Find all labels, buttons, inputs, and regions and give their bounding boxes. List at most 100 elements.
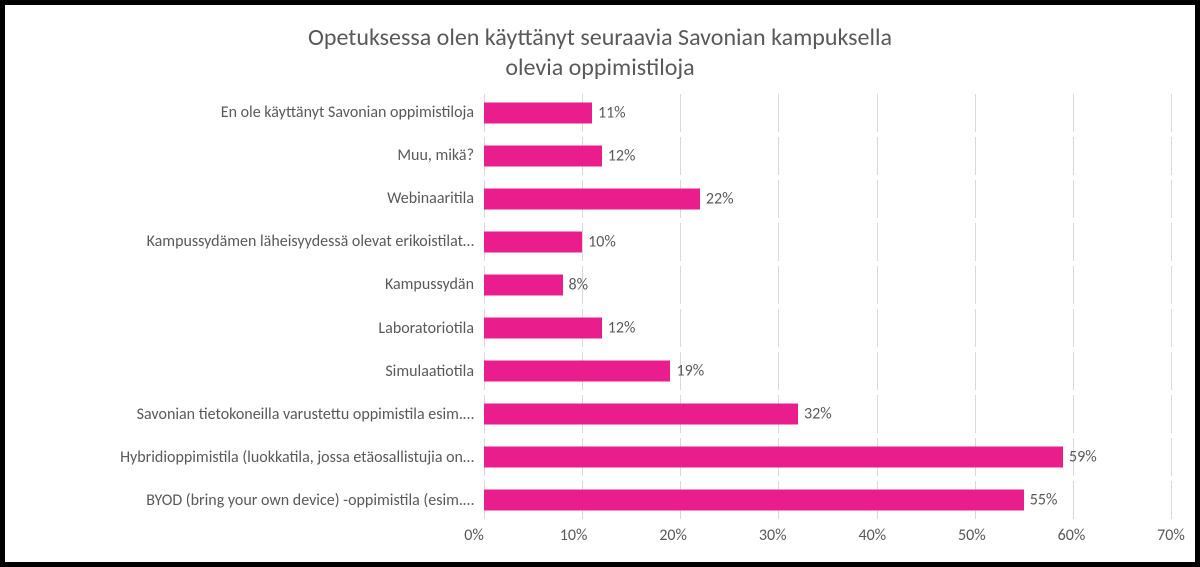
grid-line	[680, 94, 681, 132]
bar-plot: 32%	[484, 395, 1171, 433]
value-label: 12%	[602, 146, 636, 165]
grid-line	[778, 223, 779, 261]
grid-line	[1073, 180, 1074, 218]
grid-line	[680, 309, 681, 347]
chart-title: Opetuksessa olen käyttänyt seuraavia Sav…	[29, 23, 1171, 83]
grid-line	[778, 180, 779, 218]
bar	[484, 274, 563, 295]
bar	[484, 447, 1063, 468]
bar	[484, 490, 1024, 511]
grid-line	[1073, 266, 1074, 304]
category-label: Savonian tietokoneilla varustettu oppimi…	[29, 405, 484, 424]
chart-row: En ole käyttänyt Savonian oppimistiloja1…	[29, 94, 1171, 132]
x-axis-plot: 0%10%20%30%40%50%60%70%	[474, 524, 1171, 550]
x-tick-label: 40%	[858, 526, 886, 545]
chart-row: Simulaatiotila 19%	[29, 352, 1171, 390]
x-tick-label: 60%	[1058, 526, 1086, 545]
grid-line	[1073, 309, 1074, 347]
grid-line	[680, 223, 681, 261]
grid-line	[975, 352, 976, 390]
grid-line	[1073, 94, 1074, 132]
chart-rows: En ole käyttänyt Savonian oppimistiloja1…	[29, 91, 1171, 522]
grid-line	[1171, 137, 1172, 175]
value-label: 10%	[582, 232, 616, 251]
grid-line	[975, 223, 976, 261]
category-label: BYOD (bring your own device) -oppimistil…	[29, 491, 484, 510]
grid-line	[877, 223, 878, 261]
bar-plot: 8%	[484, 266, 1171, 304]
value-label: 19%	[670, 362, 704, 381]
grid-line	[1073, 137, 1074, 175]
value-label: 59%	[1063, 448, 1097, 467]
grid-line	[680, 266, 681, 304]
chart-row: Hybridioppimistila (luokkatila, jossa et…	[29, 438, 1171, 476]
bar	[484, 318, 602, 339]
bar	[484, 361, 670, 382]
bar-plot: 59%	[484, 438, 1171, 476]
value-label: 8%	[563, 275, 589, 294]
grid-line	[1171, 438, 1172, 476]
value-label: 55%	[1024, 491, 1058, 510]
chart-body: En ole käyttänyt Savonian oppimistiloja1…	[29, 91, 1171, 550]
x-axis: 0%10%20%30%40%50%60%70%	[29, 524, 1171, 550]
grid-line	[778, 137, 779, 175]
grid-line	[1171, 266, 1172, 304]
grid-line	[975, 309, 976, 347]
bar	[484, 188, 700, 209]
grid-line	[778, 352, 779, 390]
value-label: 12%	[602, 319, 636, 338]
grid-line	[1073, 223, 1074, 261]
x-tick-label: 50%	[958, 526, 986, 545]
grid-line	[975, 137, 976, 175]
bar-plot: 22%	[484, 180, 1171, 218]
bar-plot: 55%	[484, 481, 1171, 519]
x-tick-label: 0%	[464, 526, 484, 545]
grid-line	[1073, 352, 1074, 390]
chart-container: Opetuksessa olen käyttänyt seuraavia Sav…	[0, 0, 1200, 567]
chart-row: Kampussydämen läheisyydessä olevat eriko…	[29, 223, 1171, 261]
bar-plot: 19%	[484, 352, 1171, 390]
category-label: Kampussydämen läheisyydessä olevat eriko…	[29, 232, 484, 251]
chart-row: Webinaaritila 22%	[29, 180, 1171, 218]
bar-plot: 12%	[484, 137, 1171, 175]
x-tick-label: 20%	[659, 526, 687, 545]
chart-title-line1: Opetuksessa olen käyttänyt seuraavia Sav…	[29, 23, 1171, 53]
chart-row: BYOD (bring your own device) -oppimistil…	[29, 481, 1171, 519]
grid-line	[1073, 481, 1074, 519]
chart-row: Muu, mikä? 12%	[29, 137, 1171, 175]
grid-line	[1171, 481, 1172, 519]
grid-line	[877, 180, 878, 218]
grid-line	[1171, 395, 1172, 433]
grid-line	[1171, 180, 1172, 218]
grid-line	[877, 395, 878, 433]
bar-plot: 12%	[484, 309, 1171, 347]
x-tick-label: 30%	[759, 526, 787, 545]
grid-line	[975, 94, 976, 132]
category-label: Simulaatiotila	[29, 362, 484, 381]
grid-line	[877, 309, 878, 347]
category-label: Webinaaritila	[29, 189, 484, 208]
grid-line	[877, 352, 878, 390]
grid-line	[1171, 223, 1172, 261]
grid-line	[778, 266, 779, 304]
grid-line	[877, 137, 878, 175]
grid-line	[975, 395, 976, 433]
x-tick-label: 10%	[560, 526, 588, 545]
grid-line	[680, 137, 681, 175]
value-label: 32%	[798, 405, 832, 424]
bar	[484, 231, 582, 252]
category-label: Muu, mikä?	[29, 146, 484, 165]
category-label: Hybridioppimistila (luokkatila, jossa et…	[29, 448, 484, 467]
value-label: 22%	[700, 189, 734, 208]
grid-line	[877, 266, 878, 304]
value-label: 11%	[592, 103, 626, 122]
grid-line	[778, 94, 779, 132]
bar	[484, 102, 592, 123]
grid-line	[1073, 395, 1074, 433]
grid-line	[1171, 309, 1172, 347]
grid-line	[975, 266, 976, 304]
chart-row: Savonian tietokoneilla varustettu oppimi…	[29, 395, 1171, 433]
chart-title-line2: olevia oppimistiloja	[29, 53, 1171, 83]
grid-line	[975, 180, 976, 218]
chart-row: Laboratoriotila12%	[29, 309, 1171, 347]
